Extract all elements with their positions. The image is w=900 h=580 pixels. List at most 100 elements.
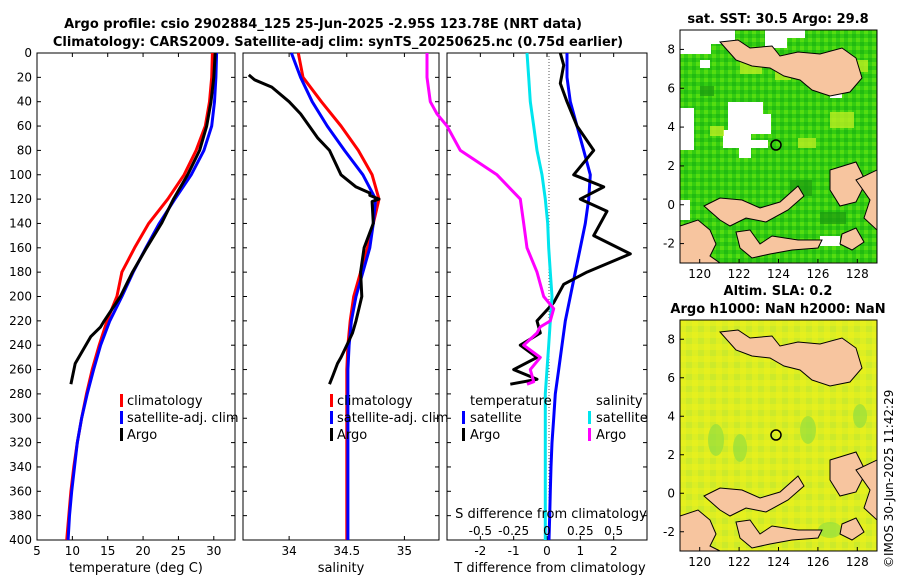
lon-tick-label: 124 <box>767 267 790 281</box>
depth-tick-label: 120 <box>9 192 32 206</box>
difference-panel: -2 -1 0 1 2 T difference from climatology S … <box>425 52 648 576</box>
sst-map-ticks: 120 122 124 126 128 -2 0 2 4 6 8 <box>663 42 869 281</box>
legend-argo-swatch <box>330 428 333 441</box>
figure-title-line2: Climatology: CARS2009. Satellite-adj cli… <box>53 35 623 50</box>
salinity-xlabel: salinity <box>318 561 365 576</box>
depth-axis: 0 20 40 60 80 100 120 140 160 180 200 220 240 260 280 3… <box>9 46 32 547</box>
x-tick-label: 0 <box>543 544 551 558</box>
lon-tick-label: 126 <box>806 267 829 281</box>
lat-tick-label: 0 <box>667 486 675 500</box>
depth-tick-label: 360 <box>9 484 32 498</box>
legend-t-satellite-swatch <box>462 411 465 424</box>
legend-t-argo: Argo <box>470 428 500 443</box>
s-tick-label: -0.25 <box>498 524 529 538</box>
lon-tick-label: 126 <box>806 555 829 569</box>
footer-timestamp: ©IMOS 30-Jun-2025 11:42:29 <box>882 390 896 568</box>
salinity-legend: climatology satellite-adj. clim Argo <box>330 394 449 443</box>
x-tick-label: 5 <box>33 544 41 558</box>
depth-tick-label: 100 <box>9 168 32 182</box>
lat-tick-label: -2 <box>663 525 675 539</box>
series-s-argo <box>425 53 556 386</box>
depth-tick-label: 140 <box>9 216 32 230</box>
depth-tick-label: 180 <box>9 265 32 279</box>
lon-tick-label: 122 <box>728 555 751 569</box>
legend-satellite-swatch <box>120 411 123 424</box>
legend-climatology-swatch <box>330 394 333 407</box>
legend-argo: Argo <box>127 428 157 443</box>
series-s-satellite <box>525 52 554 540</box>
sla-map-title-line2: Argo h1000: NaN h2000: NaN <box>670 302 885 317</box>
salinity-diff-legend: salinity satellite Argo <box>588 394 648 443</box>
sst-map-title: sat. SST: 30.5 Argo: 29.8 <box>687 12 868 27</box>
lon-tick-label: 124 <box>767 555 790 569</box>
legend-climatology-swatch <box>120 394 123 407</box>
legend-s-argo: Argo <box>596 428 626 443</box>
lat-tick-label: 0 <box>667 198 675 212</box>
sst-map: sat. SST: 30.5 Argo: 29.8 <box>663 12 878 281</box>
legend-temperature-heading: temperature <box>470 394 552 409</box>
temperature-xticks: 5 10 15 20 25 30 <box>33 52 235 558</box>
series-climatology <box>65 52 214 541</box>
legend-argo-swatch <box>120 428 123 441</box>
depth-tick-label: 400 <box>9 533 32 547</box>
lat-tick-label: 8 <box>667 332 675 346</box>
legend-s-argo-swatch <box>588 428 591 441</box>
s-tick-label: -0.5 <box>469 524 492 538</box>
salinity-lines <box>247 52 381 540</box>
legend-climatology: climatology <box>127 394 203 409</box>
legend-argo: Argo <box>337 428 367 443</box>
lat-tick-label: 4 <box>667 409 675 423</box>
x-tick-label: 10 <box>65 544 80 558</box>
low-sla-patches <box>708 404 867 538</box>
lon-tick-label: 120 <box>688 267 711 281</box>
x-tick-label: 35 <box>397 544 412 558</box>
difference-lines <box>425 52 632 541</box>
sla-map-ticks: 120 122 124 126 128 -2 0 2 4 6 8 <box>663 332 869 569</box>
figure-title-line1: Argo profile: csio 2902884_125 25-Jun-20… <box>64 17 582 32</box>
sst-map-area <box>680 30 877 263</box>
x-tick-label: -1 <box>508 544 520 558</box>
depth-tick-label: 60 <box>17 119 32 133</box>
depth-tick-label: 220 <box>9 314 32 328</box>
s-difference-ticks: -0.5 -0.25 0 0.25 0.5 <box>469 524 624 538</box>
legend-salinity-heading: salinity <box>596 394 643 409</box>
legend-satellite: satellite-adj. clim <box>337 411 449 426</box>
land <box>680 39 877 263</box>
s-difference-label: S difference from climatology <box>455 507 647 522</box>
temperature-xlabel: temperature (deg C) <box>69 561 203 576</box>
depth-tick-label: 80 <box>17 143 32 157</box>
temperature-diff-legend: temperature satellite Argo <box>462 394 552 443</box>
difference-xticks: -2 -1 0 1 2 <box>447 52 647 558</box>
x-tick-label: -2 <box>474 544 486 558</box>
lat-tick-label: 2 <box>667 159 675 173</box>
legend-s-satellite: satellite <box>596 411 648 426</box>
depth-tick-label: 200 <box>9 290 32 304</box>
legend-t-satellite: satellite <box>470 411 522 426</box>
lat-tick-label: 2 <box>667 448 675 462</box>
x-tick-label: 20 <box>135 544 150 558</box>
sla-map-title-line1: Altim. SLA: 0.2 <box>724 284 833 299</box>
x-tick-label: 2 <box>610 544 618 558</box>
series-argo <box>247 73 381 385</box>
depth-tick-label: 280 <box>9 387 32 401</box>
lon-tick-label: 128 <box>846 267 869 281</box>
series-argo <box>69 52 217 385</box>
lon-tick-label: 120 <box>688 555 711 569</box>
depth-tick-label: 340 <box>9 460 32 474</box>
salinity-xticks: 34 34.5 35 <box>243 52 439 558</box>
difference-xlabel: T difference from climatology <box>453 561 646 576</box>
lat-tick-label: 6 <box>667 81 675 95</box>
legend-t-argo-swatch <box>462 428 465 441</box>
depth-tick-label: 260 <box>9 363 32 377</box>
salinity-panel: 34 34.5 35 salinity climatology satellite-… <box>242 52 449 576</box>
series-t-satellite <box>547 53 592 541</box>
lat-tick-label: 6 <box>667 371 675 385</box>
land <box>680 329 877 551</box>
argo-location-marker <box>770 139 782 151</box>
lon-tick-label: 122 <box>728 267 751 281</box>
s-tick-label: 0 <box>543 524 551 538</box>
legend-satellite: satellite-adj. clim <box>127 411 239 426</box>
legend-s-satellite-swatch <box>588 411 591 424</box>
legend-satellite-swatch <box>330 411 333 424</box>
s-tick-label: 0.25 <box>567 524 594 538</box>
